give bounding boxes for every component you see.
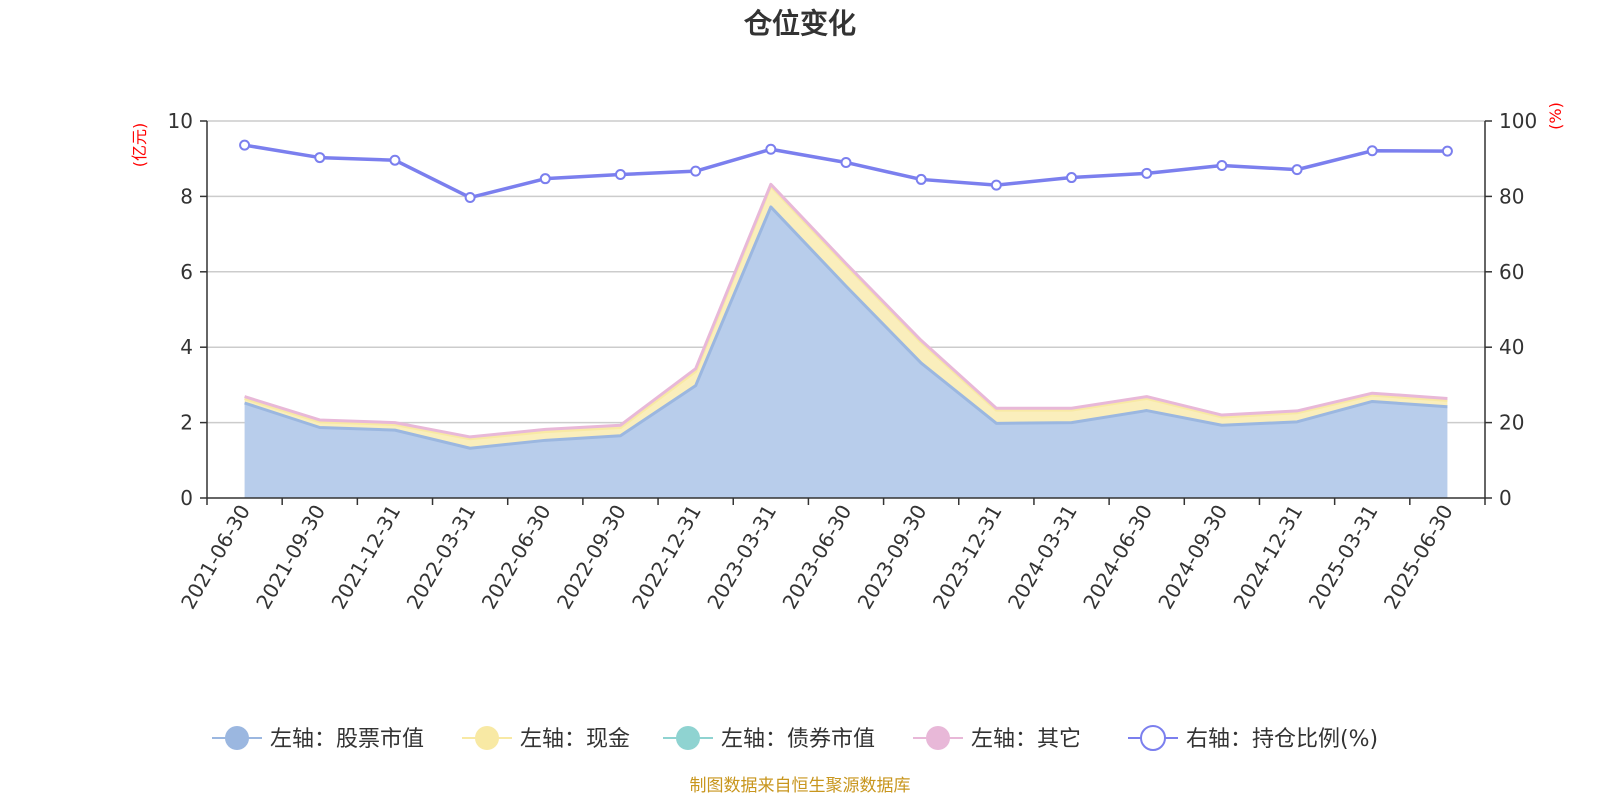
left-axis-unit: (亿元): [130, 123, 149, 168]
area-edge-series-3: [244, 182, 1448, 439]
legend-label: 左轴：债券市值: [721, 727, 875, 752]
x-tick-label: 2024-03-31: [1003, 501, 1082, 614]
ratio-point: [539, 173, 551, 185]
area-edge-series-0: [244, 205, 1448, 450]
right-tick-label: 40: [1499, 335, 1524, 359]
right-tick-label: 20: [1499, 411, 1524, 435]
left-tick-label: 10: [168, 109, 193, 133]
legend-marker: [676, 726, 700, 750]
ratio-point: [614, 169, 626, 181]
x-tick-label: 2021-06-30: [176, 501, 255, 614]
legend-label: 右轴：持仓比例(%): [1186, 727, 1378, 752]
ratio-point: [239, 139, 251, 151]
area-series: [244, 184, 1448, 498]
left-tick-label: 0: [180, 486, 193, 510]
legend-label: 左轴：股票市值: [270, 727, 424, 752]
legend-label: 左轴：现金: [520, 727, 630, 752]
ratio-point: [314, 152, 326, 164]
legend-item: 左轴：现金: [462, 726, 630, 752]
left-tick-label: 4: [180, 335, 193, 359]
ratio-points: [239, 139, 1453, 204]
legend-item: 左轴：债券市值: [663, 726, 875, 752]
ratio-point: [389, 154, 401, 166]
x-tick-label: 2023-09-30: [853, 501, 932, 614]
ratio-point: [690, 165, 702, 177]
ratio-point: [1141, 167, 1153, 179]
x-tick-label: 2023-03-31: [702, 501, 781, 614]
x-tick-label: 2022-03-31: [402, 501, 481, 614]
area-series-0: [244, 206, 1448, 498]
source-note: 制图数据来自恒生聚源数据库: [690, 776, 911, 796]
ratio-point: [1291, 164, 1303, 176]
left-tick-label: 2: [180, 411, 193, 435]
ratio-line: [244, 143, 1448, 200]
ratio-point: [1441, 145, 1453, 157]
x-tick-label: 2023-06-30: [777, 501, 856, 614]
legend-marker: [926, 726, 950, 750]
right-tick-label: 80: [1499, 184, 1524, 208]
right-tick-label: 0: [1499, 486, 1512, 510]
x-tick-label: 2022-06-30: [477, 501, 556, 614]
ratio-point: [840, 156, 852, 168]
x-tick-label: 2024-09-30: [1153, 501, 1232, 614]
ratio-point: [1216, 159, 1228, 171]
right-tick-label: 60: [1499, 260, 1524, 284]
x-tick-label: 2021-12-31: [326, 501, 405, 614]
x-tick-label: 2025-06-30: [1379, 501, 1458, 614]
x-tick-label: 2022-12-31: [627, 501, 706, 614]
right-tick-label: 100: [1499, 109, 1537, 133]
legend-item: 右轴：持仓比例(%): [1128, 725, 1378, 752]
ratio-point: [1366, 145, 1378, 157]
legend-marker: [1140, 725, 1166, 751]
legend-marker: [225, 726, 249, 750]
legend-item: 左轴：股票市值: [212, 726, 424, 752]
left-tick-label: 8: [180, 184, 193, 208]
legend: 左轴：股票市值 左轴：现金 左轴：债券市值 左轴：其它 右轴：持仓比例(%): [212, 725, 1378, 752]
legend-item: 左轴：其它: [913, 726, 1081, 752]
legend-label: 左轴：其它: [971, 727, 1081, 752]
x-tick-label: 2023-12-31: [928, 501, 1007, 614]
left-tick-label: 6: [180, 260, 193, 284]
x-tick-label: 2024-06-30: [1078, 501, 1157, 614]
right-axis-unit: (%): [1546, 102, 1565, 130]
x-tick-label: 2025-03-31: [1304, 501, 1383, 614]
legend-marker: [475, 726, 499, 750]
x-tick-label: 2022-09-30: [552, 501, 631, 614]
ratio-point: [464, 192, 476, 204]
x-tick-label: 2021-09-30: [251, 501, 330, 614]
ratio-point: [990, 179, 1002, 191]
chart-title: 仓位变化: [744, 7, 856, 40]
ratio-point: [765, 143, 777, 155]
ratio-point: [1066, 172, 1078, 184]
ratio-point: [915, 173, 927, 185]
x-tick-label: 2024-12-31: [1228, 501, 1307, 614]
